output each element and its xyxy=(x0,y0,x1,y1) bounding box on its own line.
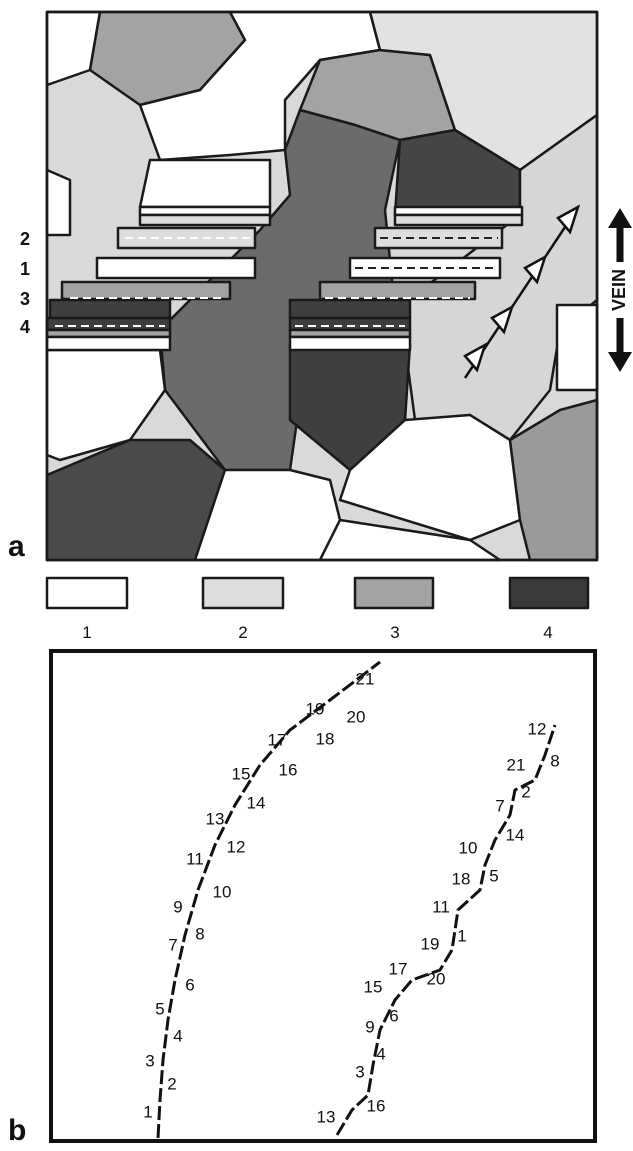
row-label: 2 xyxy=(20,229,30,249)
panel-label: a xyxy=(8,530,25,563)
trace-label: 6 xyxy=(389,1006,398,1025)
trace-label: 7 xyxy=(168,935,177,954)
trace-label: 21 xyxy=(356,669,375,688)
legend-label: 3 xyxy=(390,623,399,642)
trace-label: 7 xyxy=(495,796,504,815)
trace-label: 16 xyxy=(279,760,298,779)
grain-mosaic xyxy=(47,12,597,560)
trace-label: 12 xyxy=(528,719,547,738)
trace-label: 4 xyxy=(173,1026,182,1045)
legend-label: 1 xyxy=(82,623,91,642)
trace-label: 9 xyxy=(173,897,182,916)
trace-label: 5 xyxy=(155,999,164,1018)
trace-label: 20 xyxy=(347,707,366,726)
trace-label: 10 xyxy=(213,882,232,901)
panel-label: b xyxy=(8,1114,26,1147)
trace-label: 2 xyxy=(167,1074,176,1093)
trace-label: 11 xyxy=(186,849,204,868)
trace-label: 15 xyxy=(232,764,251,783)
trace-label: 11 xyxy=(432,897,450,916)
row-label: 1 xyxy=(20,259,30,279)
trace-label: 19 xyxy=(306,699,325,718)
trace-label: 1 xyxy=(457,926,466,945)
row-label: 4 xyxy=(20,317,30,337)
trace-label: 6 xyxy=(185,975,194,994)
trace-label: 17 xyxy=(389,959,408,978)
vein-arrow: VEIN xyxy=(608,208,632,372)
trace-label: 2 xyxy=(521,782,530,801)
trace-label: 8 xyxy=(550,751,559,770)
panel-b-frame xyxy=(51,651,595,1141)
trace-label: 13 xyxy=(317,1107,336,1126)
legend xyxy=(47,578,588,608)
trace-label: 5 xyxy=(489,866,498,885)
trace-label: 14 xyxy=(247,793,266,812)
trace-label: 14 xyxy=(506,825,525,844)
trace-label: 20 xyxy=(427,969,446,988)
trace-label: 10 xyxy=(459,838,478,857)
trace-label: 13 xyxy=(206,809,225,828)
trace-label: 17 xyxy=(268,730,287,749)
legend-label: 2 xyxy=(238,623,247,642)
trace-label: 8 xyxy=(195,924,204,943)
trace-label: 3 xyxy=(145,1051,154,1070)
trace-label: 12 xyxy=(227,837,246,856)
trace-label: 16 xyxy=(367,1096,386,1115)
figure: VEIN 2 1 3 4 a 1 2 3 4 b 123456789101112… xyxy=(0,0,633,1151)
trace-label: 3 xyxy=(355,1062,364,1081)
trace-label: 18 xyxy=(452,869,471,888)
trace-label: 19 xyxy=(421,934,440,953)
trace-label: 4 xyxy=(376,1044,385,1063)
trace-label: 18 xyxy=(316,729,335,748)
vein-label: VEIN xyxy=(609,269,629,311)
row-label: 3 xyxy=(20,289,30,309)
trace-label: 21 xyxy=(507,755,526,774)
trace-label: 9 xyxy=(365,1017,374,1036)
trace-label: 15 xyxy=(364,977,383,996)
legend-label: 4 xyxy=(543,623,552,642)
trace-label: 1 xyxy=(143,1102,152,1121)
